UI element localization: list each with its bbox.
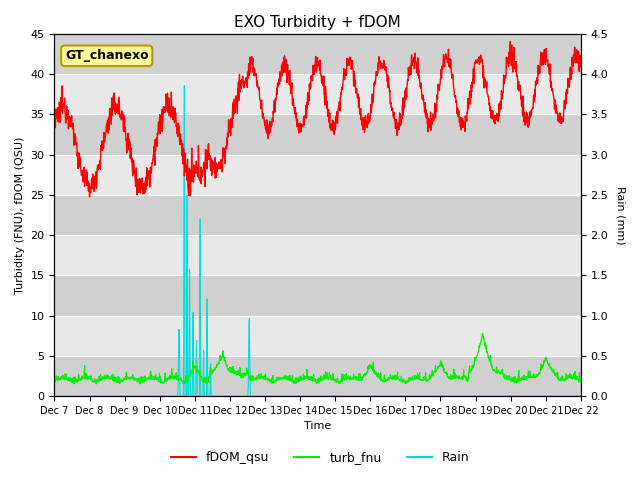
Bar [54, 34, 581, 74]
Bar [54, 356, 581, 396]
Text: GT_chanexo: GT_chanexo [65, 49, 148, 62]
Bar [54, 74, 581, 114]
Y-axis label: Turbidity (FNU), fDOM (QSU): Turbidity (FNU), fDOM (QSU) [15, 136, 25, 294]
Bar [54, 276, 581, 316]
Bar [54, 114, 581, 155]
Y-axis label: Rain (mm): Rain (mm) [615, 186, 625, 244]
Bar [54, 155, 581, 195]
Bar [54, 195, 581, 235]
Legend: fDOM_qsu, turb_fnu, Rain: fDOM_qsu, turb_fnu, Rain [166, 446, 474, 469]
X-axis label: Time: Time [304, 421, 332, 432]
Bar [54, 235, 581, 276]
Title: EXO Turbidity + fDOM: EXO Turbidity + fDOM [234, 15, 401, 30]
Bar [54, 316, 581, 356]
